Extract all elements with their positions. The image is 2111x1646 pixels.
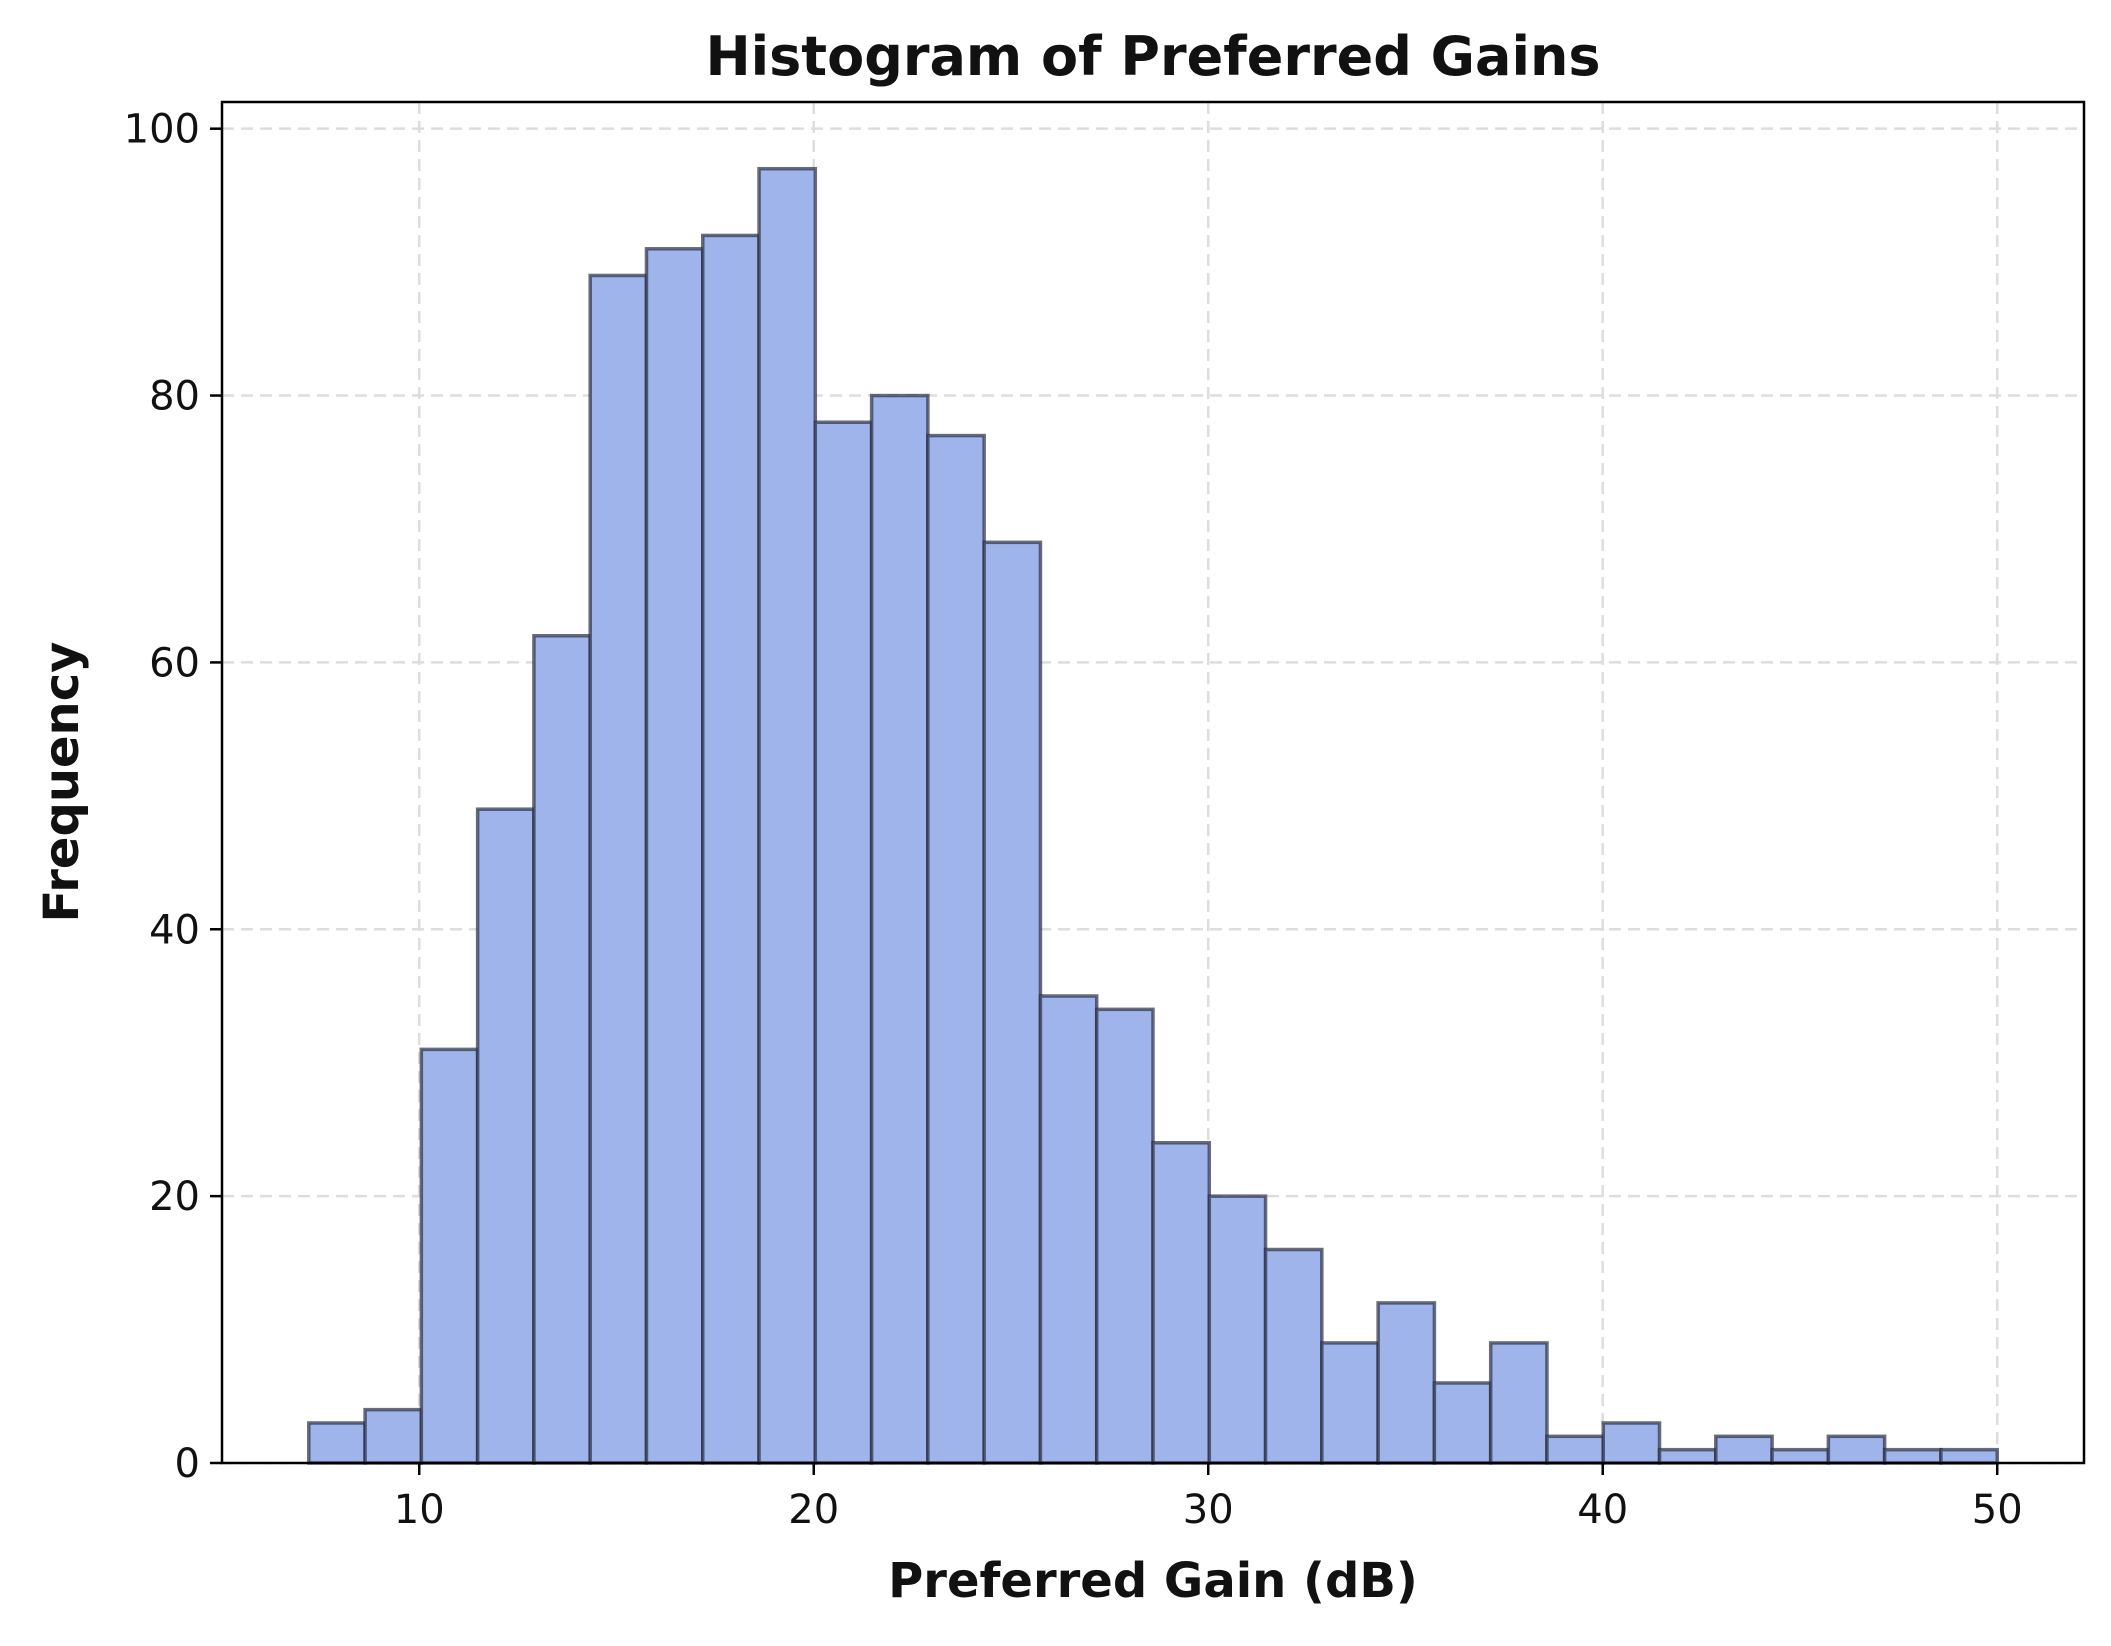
- y-tick-label: 40: [149, 907, 200, 953]
- plot-frame: [220, 100, 2086, 1465]
- histogram-bar: [588, 273, 649, 1465]
- histogram-bar: [1657, 1447, 1718, 1465]
- histogram-bar: [869, 393, 930, 1465]
- histogram-bar: [363, 1407, 424, 1465]
- histogram-bar: [1376, 1301, 1437, 1465]
- x-tick-label: 20: [788, 1487, 839, 1533]
- x-tick-label: 10: [394, 1487, 445, 1533]
- x-tick-label: 50: [1972, 1487, 2023, 1533]
- axis-ticks: 10 20 30 40 50 0 20 40 60 80 100: [124, 107, 2023, 1533]
- histogram-bar: [982, 540, 1043, 1465]
- histogram-bar: [1263, 1247, 1324, 1465]
- histogram-bar: [1770, 1447, 1831, 1465]
- histogram-bar: [644, 247, 705, 1465]
- histogram-bar: [419, 1047, 480, 1465]
- histogram-bar: [475, 807, 536, 1465]
- y-tick-label: 0: [175, 1441, 200, 1487]
- histogram-bar: [1320, 1341, 1380, 1465]
- histogram-bar: [1094, 1007, 1155, 1465]
- histogram-bar: [1207, 1194, 1268, 1465]
- histogram-bar: [701, 233, 761, 1465]
- histogram-bar: [532, 633, 592, 1465]
- y-tick-label: 80: [149, 374, 200, 420]
- histogram-bar: [1601, 1421, 1662, 1465]
- histogram-bar: [1826, 1434, 1887, 1465]
- y-tick-label: 60: [149, 640, 200, 686]
- x-tick-label: 30: [1183, 1487, 1234, 1533]
- y-tick-label: 100: [124, 107, 200, 153]
- histogram-bar: [1038, 994, 1099, 1465]
- histogram-bars: [307, 166, 1999, 1465]
- histogram-bar: [1488, 1341, 1549, 1465]
- histogram-bar: [1151, 1141, 1212, 1465]
- histogram-bar: [1714, 1434, 1774, 1465]
- histogram-bar: [307, 1421, 367, 1465]
- histogram-bar: [926, 433, 986, 1465]
- y-tick-label: 20: [149, 1174, 200, 1220]
- chart-title: Histogram of Preferred Gains: [705, 25, 1600, 88]
- histogram-bar: [1882, 1447, 1943, 1465]
- x-axis-label: Preferred Gain (dB): [888, 1553, 1418, 1609]
- histogram-bar: [1545, 1434, 1605, 1465]
- y-axis-label: Frequency: [34, 642, 90, 923]
- histogram-bar: [1432, 1381, 1493, 1465]
- histogram-bar: [757, 166, 818, 1465]
- histogram-bar: [1939, 1447, 1999, 1465]
- x-tick-label: 40: [1577, 1487, 1628, 1533]
- histogram-bar: [813, 420, 874, 1465]
